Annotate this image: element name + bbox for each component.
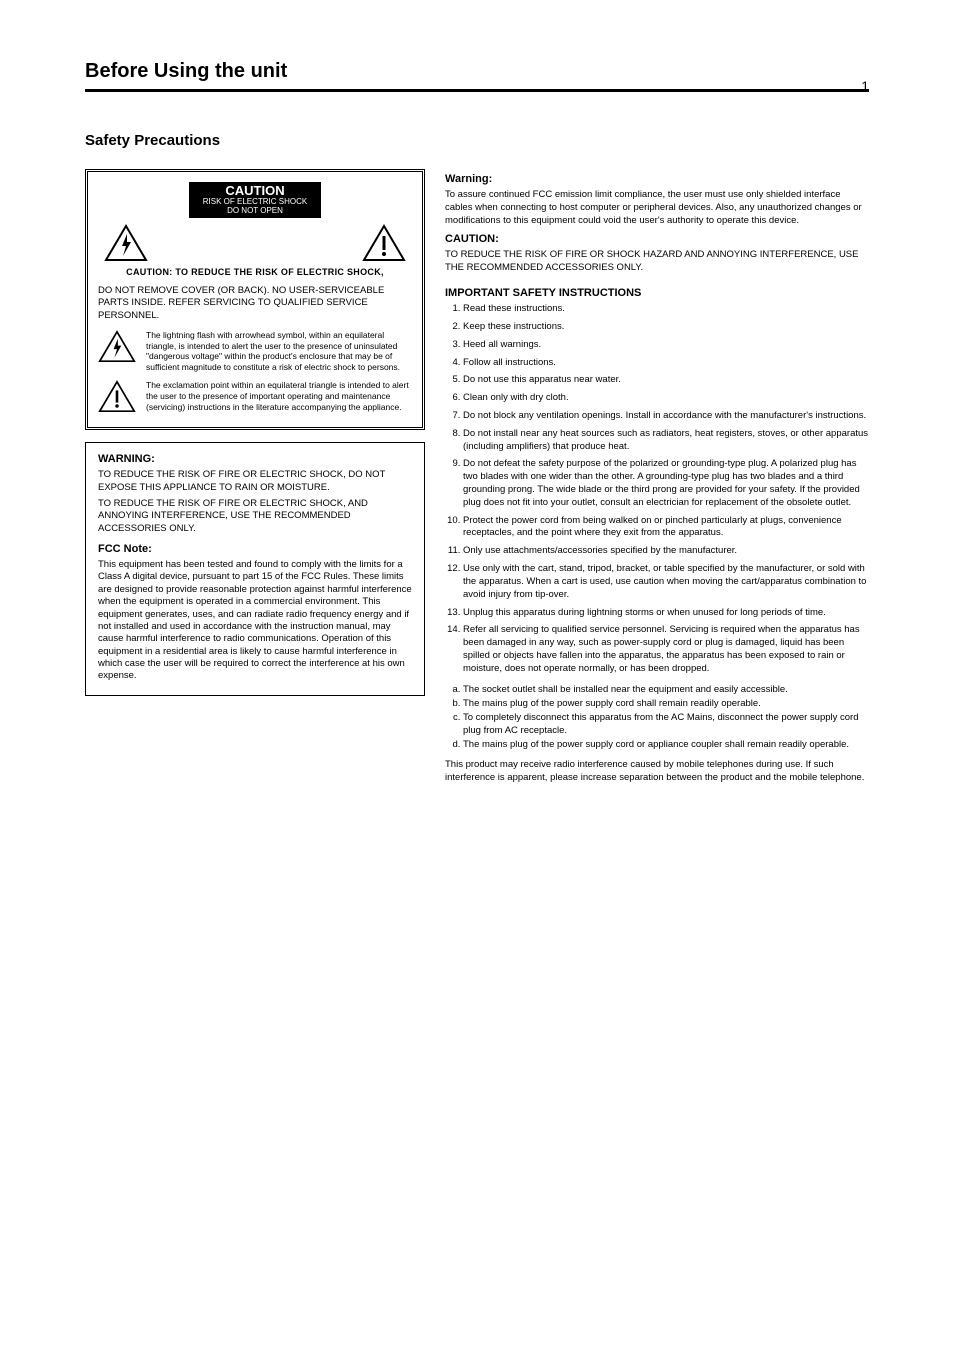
note-text: This product may receive radio interfere… <box>445 759 869 785</box>
caution-label-top: CAUTION <box>203 184 307 198</box>
caution-icon-row <box>98 222 412 270</box>
right-column: Warning: To assure continued FCC emissio… <box>445 169 869 785</box>
caution-black-label: CAUTION RISK OF ELECTRIC SHOCKDO NOT OPE… <box>189 182 321 218</box>
right-caution-heading: CAUTION: <box>445 233 869 245</box>
list-item: Unplug this apparatus during lightning s… <box>463 607 869 620</box>
list-item: Do not block any ventilation openings. I… <box>463 410 869 423</box>
page-number: 1 <box>861 78 869 94</box>
two-column-layout: CAUTION RISK OF ELECTRIC SHOCKDO NOT OPE… <box>85 169 869 785</box>
caution-label-sub: RISK OF ELECTRIC SHOCKDO NOT OPEN <box>203 198 307 216</box>
list-item: Refer all servicing to qualified service… <box>463 624 869 675</box>
lightning-desc-text: The lightning flash with arrowhead symbo… <box>146 330 412 373</box>
fcc-text: This equipment has been tested and found… <box>98 559 412 682</box>
caution-para: DO NOT REMOVE COVER (OR BACK). NO USER-S… <box>98 285 412 322</box>
instructions-heading: IMPORTANT SAFETY INSTRUCTIONS <box>445 287 869 299</box>
list-item: Use only with the cart, stand, tripod, b… <box>463 563 869 601</box>
warning-box: WARNING: TO REDUCE THE RISK OF FIRE OR E… <box>85 442 425 695</box>
subsection-title: Safety Precautions <box>85 132 869 149</box>
lightning-triangle-icon <box>104 224 148 262</box>
list-item: Read these instructions. <box>463 303 869 316</box>
right-warning-text: To assure continued FCC emission limit c… <box>445 189 869 227</box>
list-item: Keep these instructions. <box>463 321 869 334</box>
caution-header: CAUTION RISK OF ELECTRIC SHOCKDO NOT OPE… <box>98 182 412 218</box>
list-item: Heed all warnings. <box>463 339 869 352</box>
exclamation-desc-block: The exclamation point within an equilate… <box>98 380 412 413</box>
lightning-triangle-icon <box>98 330 136 363</box>
right-warning-heading: Warning: <box>445 173 869 185</box>
list-item: Clean only with dry cloth. <box>463 392 869 405</box>
list-item: Do not defeat the safety purpose of the … <box>463 458 869 509</box>
section-title: Before Using the unit <box>85 60 869 83</box>
list-item: Follow all instructions. <box>463 357 869 370</box>
instructions-list: Read these instructions. Keep these inst… <box>445 303 869 676</box>
caution-sub-line: CAUTION: TO REDUCE THE RISK OF ELECTRIC … <box>98 267 412 277</box>
left-column: CAUTION RISK OF ELECTRIC SHOCKDO NOT OPE… <box>85 169 425 785</box>
fcc-heading: FCC Note: <box>98 543 412 555</box>
socket-list: The socket outlet shall be installed nea… <box>445 684 869 752</box>
exclamation-triangle-icon <box>98 380 136 413</box>
warning-heading: WARNING: <box>98 453 412 465</box>
divider-rule <box>85 89 869 92</box>
list-item-letter: The mains plug of the power supply cord … <box>463 698 869 710</box>
right-caution-text: TO REDUCE THE RISK OF FIRE OR SHOCK HAZA… <box>445 249 869 275</box>
list-item-letter: To completely disconnect this apparatus … <box>463 712 869 737</box>
lightning-desc-block: The lightning flash with arrowhead symbo… <box>98 330 412 373</box>
list-item: Do not use this apparatus near water. <box>463 374 869 387</box>
header-section: Before Using the unit <box>85 60 869 92</box>
exclamation-desc-text: The exclamation point within an equilate… <box>146 380 412 413</box>
warning-line2: TO REDUCE THE RISK OF FIRE OR ELECTRIC S… <box>98 498 412 535</box>
list-item: Protect the power cord from being walked… <box>463 515 869 541</box>
exclamation-triangle-icon <box>362 224 406 262</box>
list-item-letter: The mains plug of the power supply cord … <box>463 739 869 751</box>
list-item: Do not install near any heat sources suc… <box>463 428 869 454</box>
list-item: Only use attachments/accessories specifi… <box>463 545 869 558</box>
caution-box: CAUTION RISK OF ELECTRIC SHOCKDO NOT OPE… <box>85 169 425 430</box>
list-item-letter: The socket outlet shall be installed nea… <box>463 684 869 696</box>
warning-line1: TO REDUCE THE RISK OF FIRE OR ELECTRIC S… <box>98 469 412 494</box>
